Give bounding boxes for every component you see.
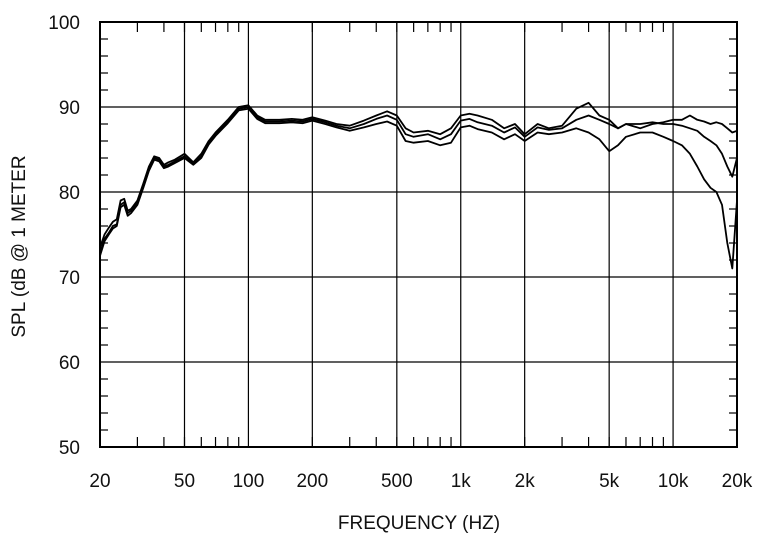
minor-ticks	[100, 22, 737, 447]
y-tick-label: 60	[59, 353, 80, 374]
y-tick-label: 90	[59, 98, 80, 119]
y-tick-labels: 50 60 70 80 90 100	[48, 13, 80, 459]
x-tick-label: 2k	[515, 471, 536, 492]
x-tick-label: 20	[89, 471, 110, 492]
y-tick-label: 100	[48, 13, 80, 34]
series-line-3	[99, 107, 738, 270]
grid	[100, 22, 737, 447]
x-tick-labels: 20 50 100 200 500 1k 2k 5k 10k 20k	[89, 471, 752, 492]
x-tick-label: 50	[174, 471, 195, 492]
series-line-2	[99, 106, 738, 254]
x-tick-label: 500	[381, 471, 413, 492]
y-tick-label: 70	[59, 268, 80, 289]
y-tick-label: 50	[59, 438, 80, 459]
plot-frame	[99, 21, 738, 448]
x-tick-label: 10k	[658, 471, 689, 492]
y-tick-label: 80	[59, 183, 80, 204]
x-tick-label: 20k	[722, 471, 753, 492]
x-tick-label: 1k	[451, 471, 472, 492]
x-axis-label: FREQUENCY (HZ)	[338, 513, 500, 534]
x-tick-label: 5k	[599, 471, 620, 492]
series-line-1	[99, 101, 738, 248]
y-axis-label: SPL (dB @ 1 METER	[9, 155, 30, 337]
x-tick-label: 200	[296, 471, 328, 492]
series-group	[99, 101, 738, 270]
x-tick-label: 100	[233, 471, 265, 492]
